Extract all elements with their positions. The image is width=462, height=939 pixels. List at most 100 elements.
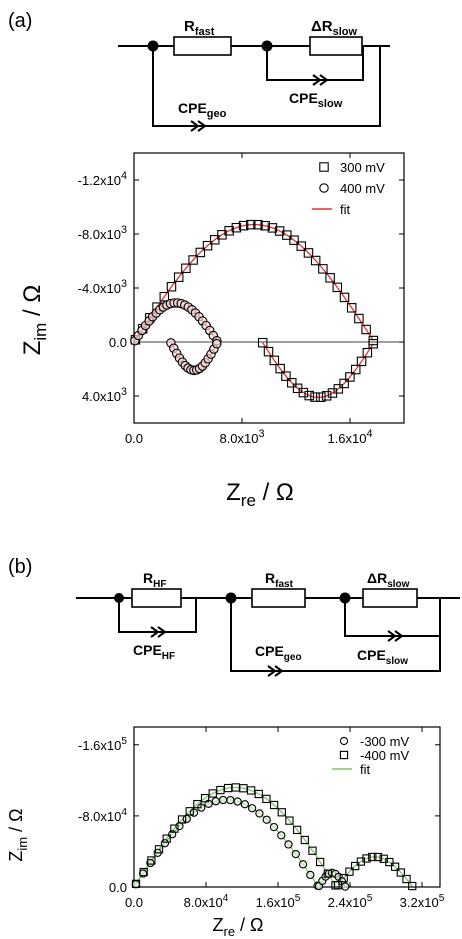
legend-marker-circle — [339, 736, 349, 746]
data-point-square — [267, 223, 278, 233]
legend-label: 300 mV — [340, 160, 385, 175]
data-point-square — [269, 800, 279, 810]
circuit-b-cpe-slow-loop — [344, 598, 441, 637]
data-point-square — [185, 807, 194, 816]
data-point-square — [281, 371, 291, 381]
data-point-square — [162, 834, 171, 843]
data-point-square — [131, 879, 141, 889]
data-point-circle — [240, 800, 250, 809]
data-point-square — [333, 880, 343, 890]
panel-a: (a) Rfast ΔRslow CPEslow CPEgeo — [8, 10, 390, 132]
y-tick-label: -8.0x103 — [78, 224, 127, 242]
data-point-square — [368, 852, 377, 862]
x-tick-label: 0.0 — [125, 895, 143, 910]
nyquist-chart-a: Zim / Ω Zre / Ω 0.0 8.0x103 1.6x104 -1.2x10… — [19, 152, 405, 510]
data-point-circle — [226, 795, 235, 805]
data-point-square — [325, 273, 335, 283]
x-axis-title: Zre / Ω — [226, 479, 294, 510]
data-point-square — [262, 794, 271, 804]
label-r-hf: RHF — [143, 570, 166, 590]
data-point-circle — [291, 849, 300, 859]
data-point-square — [275, 363, 285, 374]
data-point-square — [224, 226, 234, 236]
data-point-square — [368, 335, 379, 346]
data-point-square — [304, 390, 314, 401]
x-tick-label: 8.0x103 — [219, 428, 264, 446]
circuit-a-cpe-slow-loop — [266, 46, 364, 81]
data-point-square — [296, 241, 306, 251]
y-tick-label: 4.0x103 — [82, 386, 127, 404]
data-point-square — [200, 794, 210, 803]
x-axis-title: Zre / Ω — [212, 915, 263, 939]
x-tick-label: 1.6x104 — [327, 428, 372, 446]
data-point-square — [177, 815, 187, 824]
data-point-circle — [255, 809, 264, 818]
data-point-square — [346, 303, 357, 313]
data-point-square — [310, 392, 320, 402]
data-point-square — [300, 835, 309, 845]
resistor-dr-slow — [309, 36, 363, 56]
data-point-square — [269, 355, 280, 366]
data-point-square — [263, 346, 274, 357]
data-point-square — [188, 255, 198, 265]
data-point-square — [193, 799, 202, 809]
data-point-circle — [341, 882, 350, 891]
data-point-square — [368, 338, 378, 349]
data-point-square — [303, 248, 314, 258]
data-point-circle — [262, 815, 271, 824]
label-dr-slow: ΔRslow — [311, 18, 358, 38]
data-point-square — [181, 263, 191, 274]
data-point-circle — [218, 795, 228, 805]
data-point-square — [316, 392, 326, 402]
data-point-square — [209, 235, 220, 245]
data-point-square — [345, 372, 355, 382]
data-point-square — [361, 324, 371, 335]
data-point-square — [195, 247, 206, 258]
data-point-square — [408, 881, 417, 891]
nyquist-chart-b: Zim / Ω Zre / Ω 0.0 8.0x104 1.6x105 2.4x105… — [6, 726, 445, 939]
x-tick-label: 3.2x105 — [400, 893, 445, 910]
data-point-square — [332, 282, 343, 293]
data-point-square — [310, 255, 321, 266]
legend-label: 400 mV — [340, 181, 385, 196]
legend-marker-circle — [319, 183, 329, 193]
data-point-square — [362, 347, 373, 358]
y-tick-label: 0.0 — [109, 880, 127, 895]
legend-label: -400 mV — [360, 748, 409, 763]
legend-marker-square — [339, 750, 349, 760]
data-point-circle — [277, 831, 286, 840]
data-point-square — [285, 816, 294, 825]
data-point-square — [154, 845, 164, 854]
data-point-square — [323, 869, 332, 878]
data-point-square — [318, 264, 328, 274]
fit-curve — [262, 342, 374, 398]
data-point-square — [385, 857, 394, 867]
panel-b-label: (b) — [8, 556, 32, 578]
cpe-geo-symbol — [267, 665, 284, 677]
data-point-square — [333, 384, 344, 394]
y-tick-label: -1.6x105 — [78, 736, 127, 753]
data-point-square — [282, 230, 292, 240]
data-point-square — [315, 857, 325, 867]
data-point-square — [277, 808, 286, 817]
data-point-square — [350, 364, 361, 375]
label-cpe-geo: CPEgeo — [178, 100, 227, 120]
data-point-square — [253, 219, 263, 230]
data-point-square — [147, 856, 156, 865]
data-point-square — [260, 221, 270, 231]
data-point-square — [396, 868, 405, 877]
resistor-r-hf — [131, 588, 182, 608]
data-point-square — [373, 852, 383, 862]
data-point-square — [354, 313, 364, 324]
data-point-square — [173, 272, 184, 282]
data-point-circle — [212, 339, 222, 349]
cpe-slow-symbol — [387, 630, 404, 642]
data-point-square — [339, 873, 348, 883]
data-point-square — [339, 378, 349, 389]
y-tick-label: -4.0x103 — [78, 278, 127, 296]
circuit-a-cpe-geo-loop — [152, 46, 381, 127]
data-point-circle — [306, 870, 315, 880]
data-point-square — [238, 220, 249, 231]
data-point-square — [166, 281, 177, 292]
x-tick-label: 2.4x105 — [328, 893, 373, 910]
